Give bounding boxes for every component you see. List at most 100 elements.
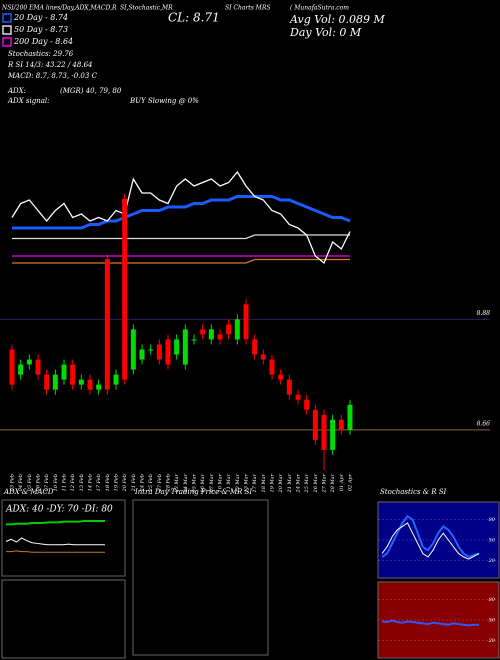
candle-body — [122, 198, 128, 380]
panel — [377, 581, 500, 659]
candle-body — [260, 354, 266, 360]
close-label: CL: 8.71 — [168, 11, 220, 25]
y-tick-label: 50 — [489, 618, 496, 624]
candle-body — [70, 364, 76, 385]
indicator-text: Stochastics: 29.76 — [8, 50, 74, 58]
x-tick-label: 21 Feb — [131, 474, 137, 492]
x-tick-label: 04 Mar — [183, 473, 189, 492]
x-tick-label: 10 Feb — [53, 474, 59, 491]
x-tick-label: 17 Mar — [252, 473, 258, 492]
candle-body — [321, 414, 327, 450]
x-tick-label: 02 Apr — [348, 473, 354, 491]
header-text: SI,Stochastic,MR — [120, 5, 173, 12]
legend-swatch — [2, 13, 12, 23]
y-tick-label: 20 — [488, 558, 496, 564]
candle-body — [286, 379, 292, 395]
candle-body — [52, 374, 58, 390]
x-tick-label: 12 Mar — [235, 473, 241, 492]
indicator-line — [381, 522, 480, 560]
candle-body — [243, 304, 249, 340]
candle-body — [208, 329, 214, 340]
moving-average-line — [12, 195, 351, 230]
candle-body — [35, 359, 41, 375]
candle-body — [9, 349, 15, 385]
adx-text: BUY Slowing @ 0% — [129, 97, 199, 105]
candle-body — [139, 349, 145, 360]
panel-title: Stochastics & R SI — [380, 488, 447, 496]
x-tick-label: 20 Mar — [278, 473, 284, 493]
candle-body — [148, 349, 154, 351]
legend-label: 20 Day - 8.74 — [13, 13, 68, 22]
x-tick-label: 03 Mar — [174, 473, 180, 492]
x-tick-label: 14 Feb — [88, 474, 94, 491]
x-tick-label: 06 Mar — [200, 473, 206, 492]
candle-body — [61, 364, 67, 380]
indicator-line — [381, 619, 479, 627]
y-tick-label: 8.88 — [477, 310, 491, 317]
candle-body — [18, 364, 24, 375]
x-tick-label: 26 Mar — [313, 473, 319, 493]
candle-body — [191, 339, 197, 341]
indicator-line — [6, 520, 105, 526]
moving-average-line — [12, 258, 350, 264]
y-tick-label: 20 — [488, 638, 496, 644]
x-tick-label: 24 Feb — [140, 474, 146, 492]
x-tick-label: 18 Feb — [105, 474, 111, 491]
y-tick-label: 50 — [489, 538, 496, 544]
x-tick-label: 13 Feb — [79, 474, 85, 491]
indicator-line — [6, 550, 105, 553]
candle-body — [269, 359, 275, 375]
x-tick-label: 13 Mar — [244, 473, 250, 492]
candle-body — [338, 419, 344, 430]
x-tick-label: 05 Mar — [192, 473, 198, 492]
legend-swatch — [2, 25, 12, 35]
x-tick-label: 17 Feb — [96, 474, 102, 491]
x-tick-label: 12 Feb — [70, 474, 76, 491]
y-tick-label: 80 — [489, 517, 496, 523]
x-tick-label: 19 Feb — [114, 474, 120, 491]
x-tick-label: 21 Mar — [287, 473, 293, 493]
x-tick-label: 25 Feb — [148, 474, 154, 492]
x-tick-label: 10 Mar — [218, 473, 224, 492]
x-tick-label: 27 Feb — [157, 474, 163, 492]
panel-label: ADX: 40 -DY: 70 -DI: 80 — [5, 505, 113, 515]
indicator-text: MACD: 8.7, 8.73, -0.03 C — [7, 72, 98, 80]
moving-average-line — [12, 234, 350, 240]
macd-panel — [1, 579, 126, 659]
x-tick-label: 18 Mar — [261, 473, 267, 492]
volume-text: Avg Vol: 0.089 M — [289, 13, 386, 26]
x-tick-label: 27 Mar — [322, 473, 328, 493]
candle-body — [87, 379, 93, 390]
panel-title: Intra Day Trading Price & MR SI — [134, 488, 252, 496]
indicator-line — [5, 537, 105, 546]
legend-label: 200 Day - 8.64 — [13, 37, 73, 46]
candle-body — [226, 324, 232, 335]
candle-body — [165, 339, 171, 365]
candle-body — [217, 334, 223, 340]
candle-body — [174, 339, 180, 355]
x-tick-label: 07 Mar — [209, 473, 215, 492]
indicator-line — [381, 514, 480, 559]
x-tick-label: 25 Mar — [304, 473, 310, 493]
header-text: SI Charts MRS — [225, 5, 270, 12]
candle-body — [156, 344, 162, 360]
candle-body — [278, 374, 284, 380]
y-tick-label: 80 — [489, 597, 496, 603]
candle-body — [104, 259, 110, 390]
candle-body — [113, 374, 119, 385]
candle-body — [347, 404, 353, 430]
candle-body — [252, 339, 258, 355]
volume-text: Day Vol: 0 M — [289, 26, 362, 39]
panel-title: ADX & MACD — [3, 488, 54, 496]
price-line — [11, 170, 351, 265]
candle-body — [44, 374, 50, 390]
x-tick-label: 03 Feb — [10, 474, 16, 491]
x-tick-label: 04 Feb — [18, 474, 24, 491]
candle-body — [312, 409, 318, 440]
x-tick-label: 07 Feb — [44, 474, 50, 491]
candle-body — [295, 394, 301, 400]
header-text: ( MunafaSutra.com — [290, 5, 349, 12]
adx-text: (MGR) 40, 79, 80 — [60, 87, 122, 95]
x-tick-label: 28 Mar — [330, 473, 336, 493]
